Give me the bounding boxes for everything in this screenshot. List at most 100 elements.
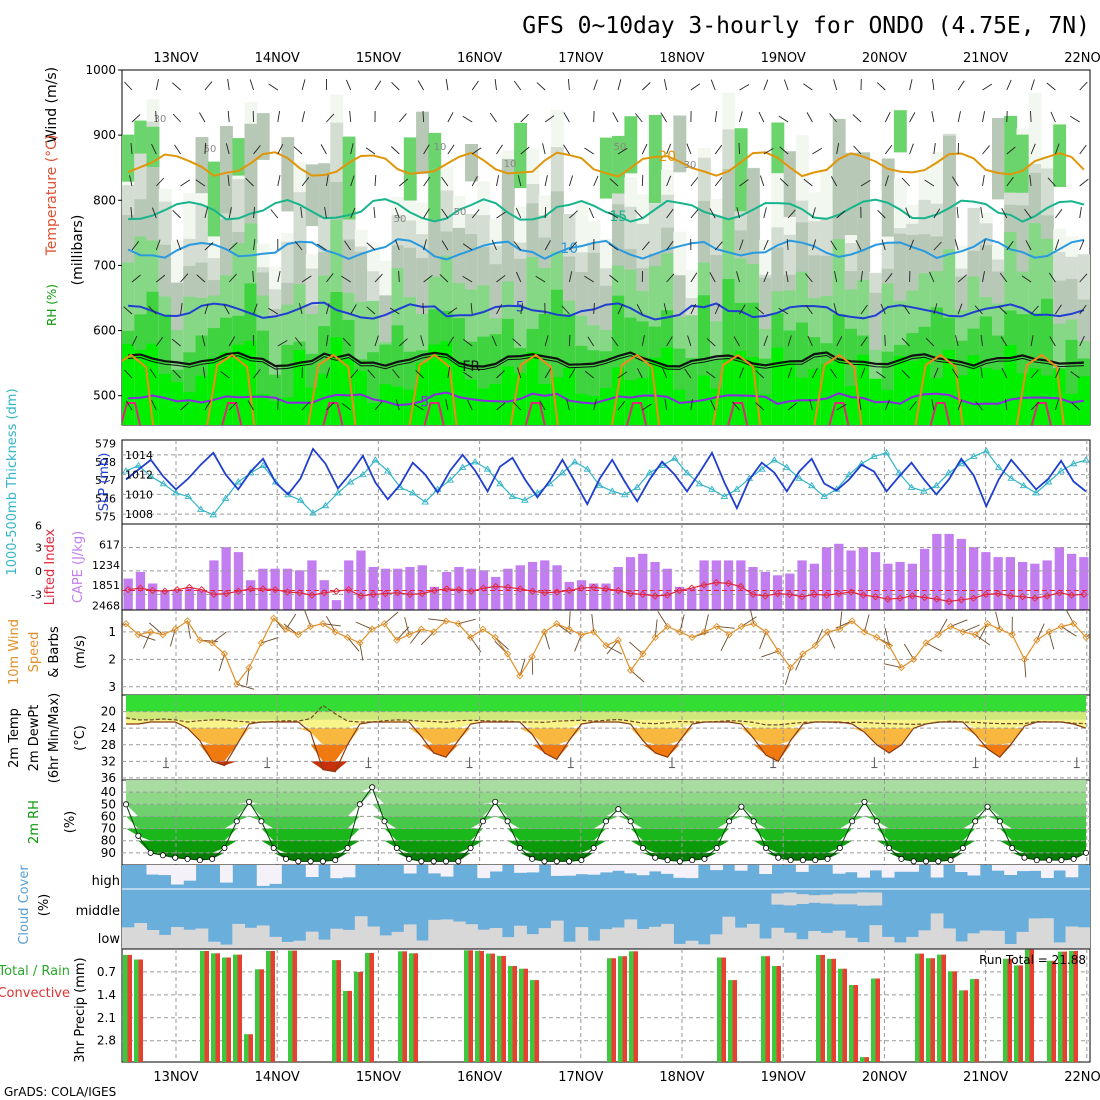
wind-barb (569, 241, 578, 251)
wind-barb (227, 110, 230, 123)
rh-shade-cell (207, 161, 221, 237)
rh-point (664, 857, 671, 864)
thickness-point (421, 498, 430, 505)
wind-barb (122, 623, 127, 626)
high-cloud-gap (992, 865, 1005, 871)
low-cloud-cell (1016, 931, 1030, 949)
wind-barb (606, 639, 619, 655)
high-cloud-gap (1053, 865, 1066, 871)
wind-speed-point (811, 642, 819, 650)
rh-point (578, 857, 585, 864)
cape-bar (1005, 557, 1015, 610)
li-point (577, 584, 586, 592)
rh-point (1083, 849, 1090, 856)
precip-total-bar (1047, 960, 1052, 1062)
rh-point (344, 845, 351, 852)
cape-li-panel: -3 0 3 6 617 1234 1851 2468 Lifted Index CAPE (J/… (31, 520, 1091, 613)
wind-barb (957, 111, 961, 123)
precip-total-bar (343, 990, 348, 1062)
wind-barb (1055, 208, 1063, 219)
wind-barb (663, 79, 668, 91)
bottom-day-label: 17NOV (558, 1070, 603, 1085)
cape-bar (956, 538, 966, 610)
li-point (247, 585, 255, 593)
li-point (320, 589, 328, 597)
high-cloud-gap (636, 865, 650, 876)
low-cloud-cell (722, 916, 736, 949)
wind-barb (924, 179, 935, 187)
wind-speed-point (405, 631, 413, 639)
slp-plot (122, 440, 1090, 524)
rh-point (947, 857, 954, 864)
wind-barb (905, 207, 911, 219)
wind-barb (690, 272, 698, 283)
high-cloud-gap (550, 865, 564, 876)
rh-shade-cell (636, 378, 650, 425)
wind-barb (1047, 177, 1056, 187)
cape-tick-label: 617 (99, 538, 120, 551)
low-cloud-cell (318, 939, 331, 949)
wind-barb (884, 334, 886, 347)
li-point (786, 590, 794, 599)
rh-shade-cell (330, 337, 344, 425)
wind-speed-point (540, 628, 549, 636)
wind-barb (123, 306, 133, 315)
wind-barb (202, 367, 206, 379)
wind-barb (515, 271, 522, 283)
rh-shade-cell (489, 383, 503, 425)
wind-barb (779, 146, 789, 155)
wind-barb (778, 115, 789, 123)
wind-barb (778, 307, 789, 315)
wind-barb (172, 369, 181, 379)
high-cloud-gap (832, 865, 846, 874)
rh-point (393, 845, 400, 852)
cape-bar (564, 581, 574, 610)
bottom-day-label: 16NOV (457, 1070, 502, 1085)
precip-convective-bar (226, 957, 231, 1062)
rh-point (701, 855, 708, 862)
rh-point (319, 858, 326, 865)
cape-bar (601, 583, 611, 610)
wind-barb (1030, 401, 1040, 411)
wind-barb (138, 634, 156, 641)
high-cloud-gap (661, 865, 674, 874)
temp-tick-label: 28 (101, 738, 116, 752)
rh-shade-cell (893, 356, 907, 425)
li-point (761, 592, 769, 600)
wind-barb (957, 399, 963, 411)
wind-barb (517, 175, 522, 187)
isotherm-line (1015, 353, 1065, 425)
cape-bar (932, 533, 942, 610)
wind-barb (784, 667, 792, 685)
wind-barb (283, 623, 299, 636)
wind-barb (884, 399, 890, 411)
rh-point (959, 845, 966, 852)
wind-barb (228, 336, 236, 347)
middle-cloud-gap (844, 893, 858, 905)
wind-barb (325, 335, 329, 347)
isotherm-line (626, 402, 647, 425)
li-point (369, 590, 377, 599)
li-point (308, 591, 316, 599)
rh-shade-cell (220, 126, 233, 214)
wind-barb (1054, 239, 1060, 251)
wind-barb (149, 622, 164, 636)
rh-shade-cell (906, 360, 920, 425)
cape-bar (123, 578, 133, 610)
wind-barb (374, 335, 379, 347)
cape-bar (674, 586, 685, 610)
thickness-point (670, 454, 679, 461)
wind-barb (155, 336, 164, 347)
cape-plot (122, 524, 1090, 610)
slp-axis-label: SLP (mb) (97, 453, 112, 512)
wind-barb (420, 631, 435, 646)
wind-barb (204, 242, 214, 251)
wind-barb (666, 240, 674, 251)
thickness-point (134, 461, 143, 469)
rh-point (529, 855, 536, 862)
temp-axis-label: 2m DewPt (27, 705, 42, 772)
rh-point (1070, 855, 1077, 862)
high-cloud-gap (795, 865, 809, 872)
li-point (626, 589, 635, 598)
